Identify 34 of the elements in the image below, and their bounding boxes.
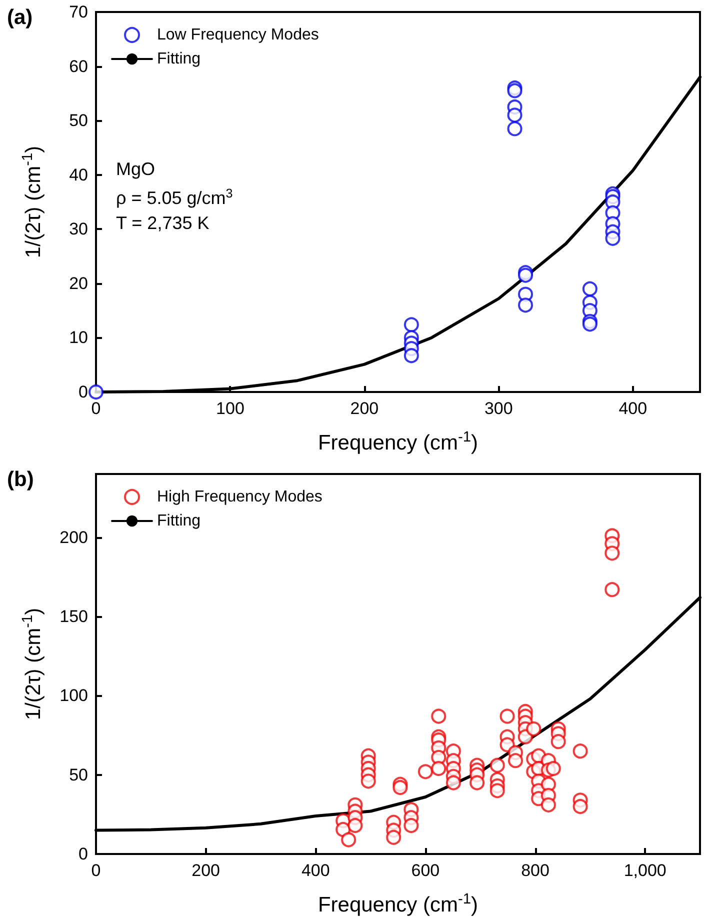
y-tick-label: 20: [69, 274, 88, 293]
y-axis-title: 1/(2τ) (cm-1): [20, 146, 45, 258]
x-tick-label: 100: [216, 399, 244, 418]
x-tick-label: 400: [618, 399, 648, 418]
x-tick-label: 0: [91, 861, 101, 880]
legend-label: Fitting: [157, 512, 201, 530]
y-axis-title: 1/(2τ) (cm-1): [20, 608, 45, 720]
x-tick-label: 200: [192, 861, 220, 880]
x-tick-label: 600: [411, 861, 440, 880]
chart-title: (b): [7, 468, 34, 491]
legend-label: Low Frequency Modes: [157, 26, 319, 44]
y-tick-label: 200: [60, 528, 88, 547]
x-tick-label: 0: [91, 399, 101, 418]
y-tick-label: 100: [60, 686, 88, 706]
x-tick-label: 800: [521, 861, 550, 880]
y-tick-label: 60: [69, 56, 88, 76]
y-tick-label: 50: [69, 765, 88, 784]
y-tick-label: 150: [60, 607, 88, 626]
legend-label: High Frequency Modes: [157, 488, 322, 506]
x-tick-label: 300: [484, 399, 513, 418]
x-tick-label: 1,000: [624, 861, 666, 880]
y-tick-label: 70: [69, 2, 88, 22]
y-tick-label: 50: [69, 111, 88, 130]
y-tick-label: 30: [69, 220, 88, 239]
y-tick-label: 40: [69, 165, 88, 184]
annotation: T = 2,735 K: [116, 213, 210, 233]
annotation: MgO: [116, 159, 156, 179]
y-tick-label: 0: [78, 382, 88, 402]
chart-title: (a): [7, 6, 33, 29]
y-tick-label: 10: [69, 328, 88, 348]
x-tick-label: 400: [301, 861, 330, 880]
y-tick-label: 0: [78, 844, 88, 864]
legend-label: Fitting: [157, 50, 201, 68]
x-tick-label: 200: [350, 399, 379, 418]
